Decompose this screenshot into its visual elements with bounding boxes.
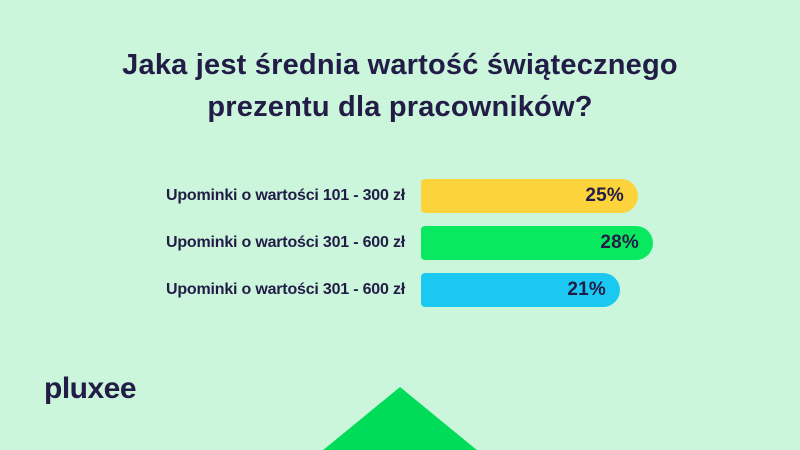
bar-value-label: 28% xyxy=(600,232,639,253)
chart-row: Upominki o wartości 101 - 300 zł 25% xyxy=(0,179,800,213)
bar: 21% xyxy=(421,273,620,307)
page-title: Jaka jest średnia wartość świątecznego p… xyxy=(0,44,800,128)
bar-value-label: 21% xyxy=(567,279,606,300)
bar-label: Upominki o wartości 101 - 300 zł xyxy=(165,187,405,204)
bar: 28% xyxy=(421,226,653,260)
bar-value-label: 25% xyxy=(585,185,624,206)
bar-label: Upominki o wartości 301 - 600 zł xyxy=(165,234,405,251)
bar-label: Upominki o wartości 301 - 600 zł xyxy=(165,281,405,298)
title-line-2: prezentu dla pracowników? xyxy=(207,91,593,123)
up-arrow-shape xyxy=(322,387,478,450)
chart-row: Upominki o wartości 301 - 600 zł 21% xyxy=(0,273,800,307)
chart-row: Upominki o wartości 301 - 600 zł 28% xyxy=(0,226,800,260)
pluxee-logo: pluxee xyxy=(44,372,137,405)
title-line-1: Jaka jest średnia wartość świątecznego xyxy=(122,49,678,81)
bar: 25% xyxy=(421,179,638,213)
